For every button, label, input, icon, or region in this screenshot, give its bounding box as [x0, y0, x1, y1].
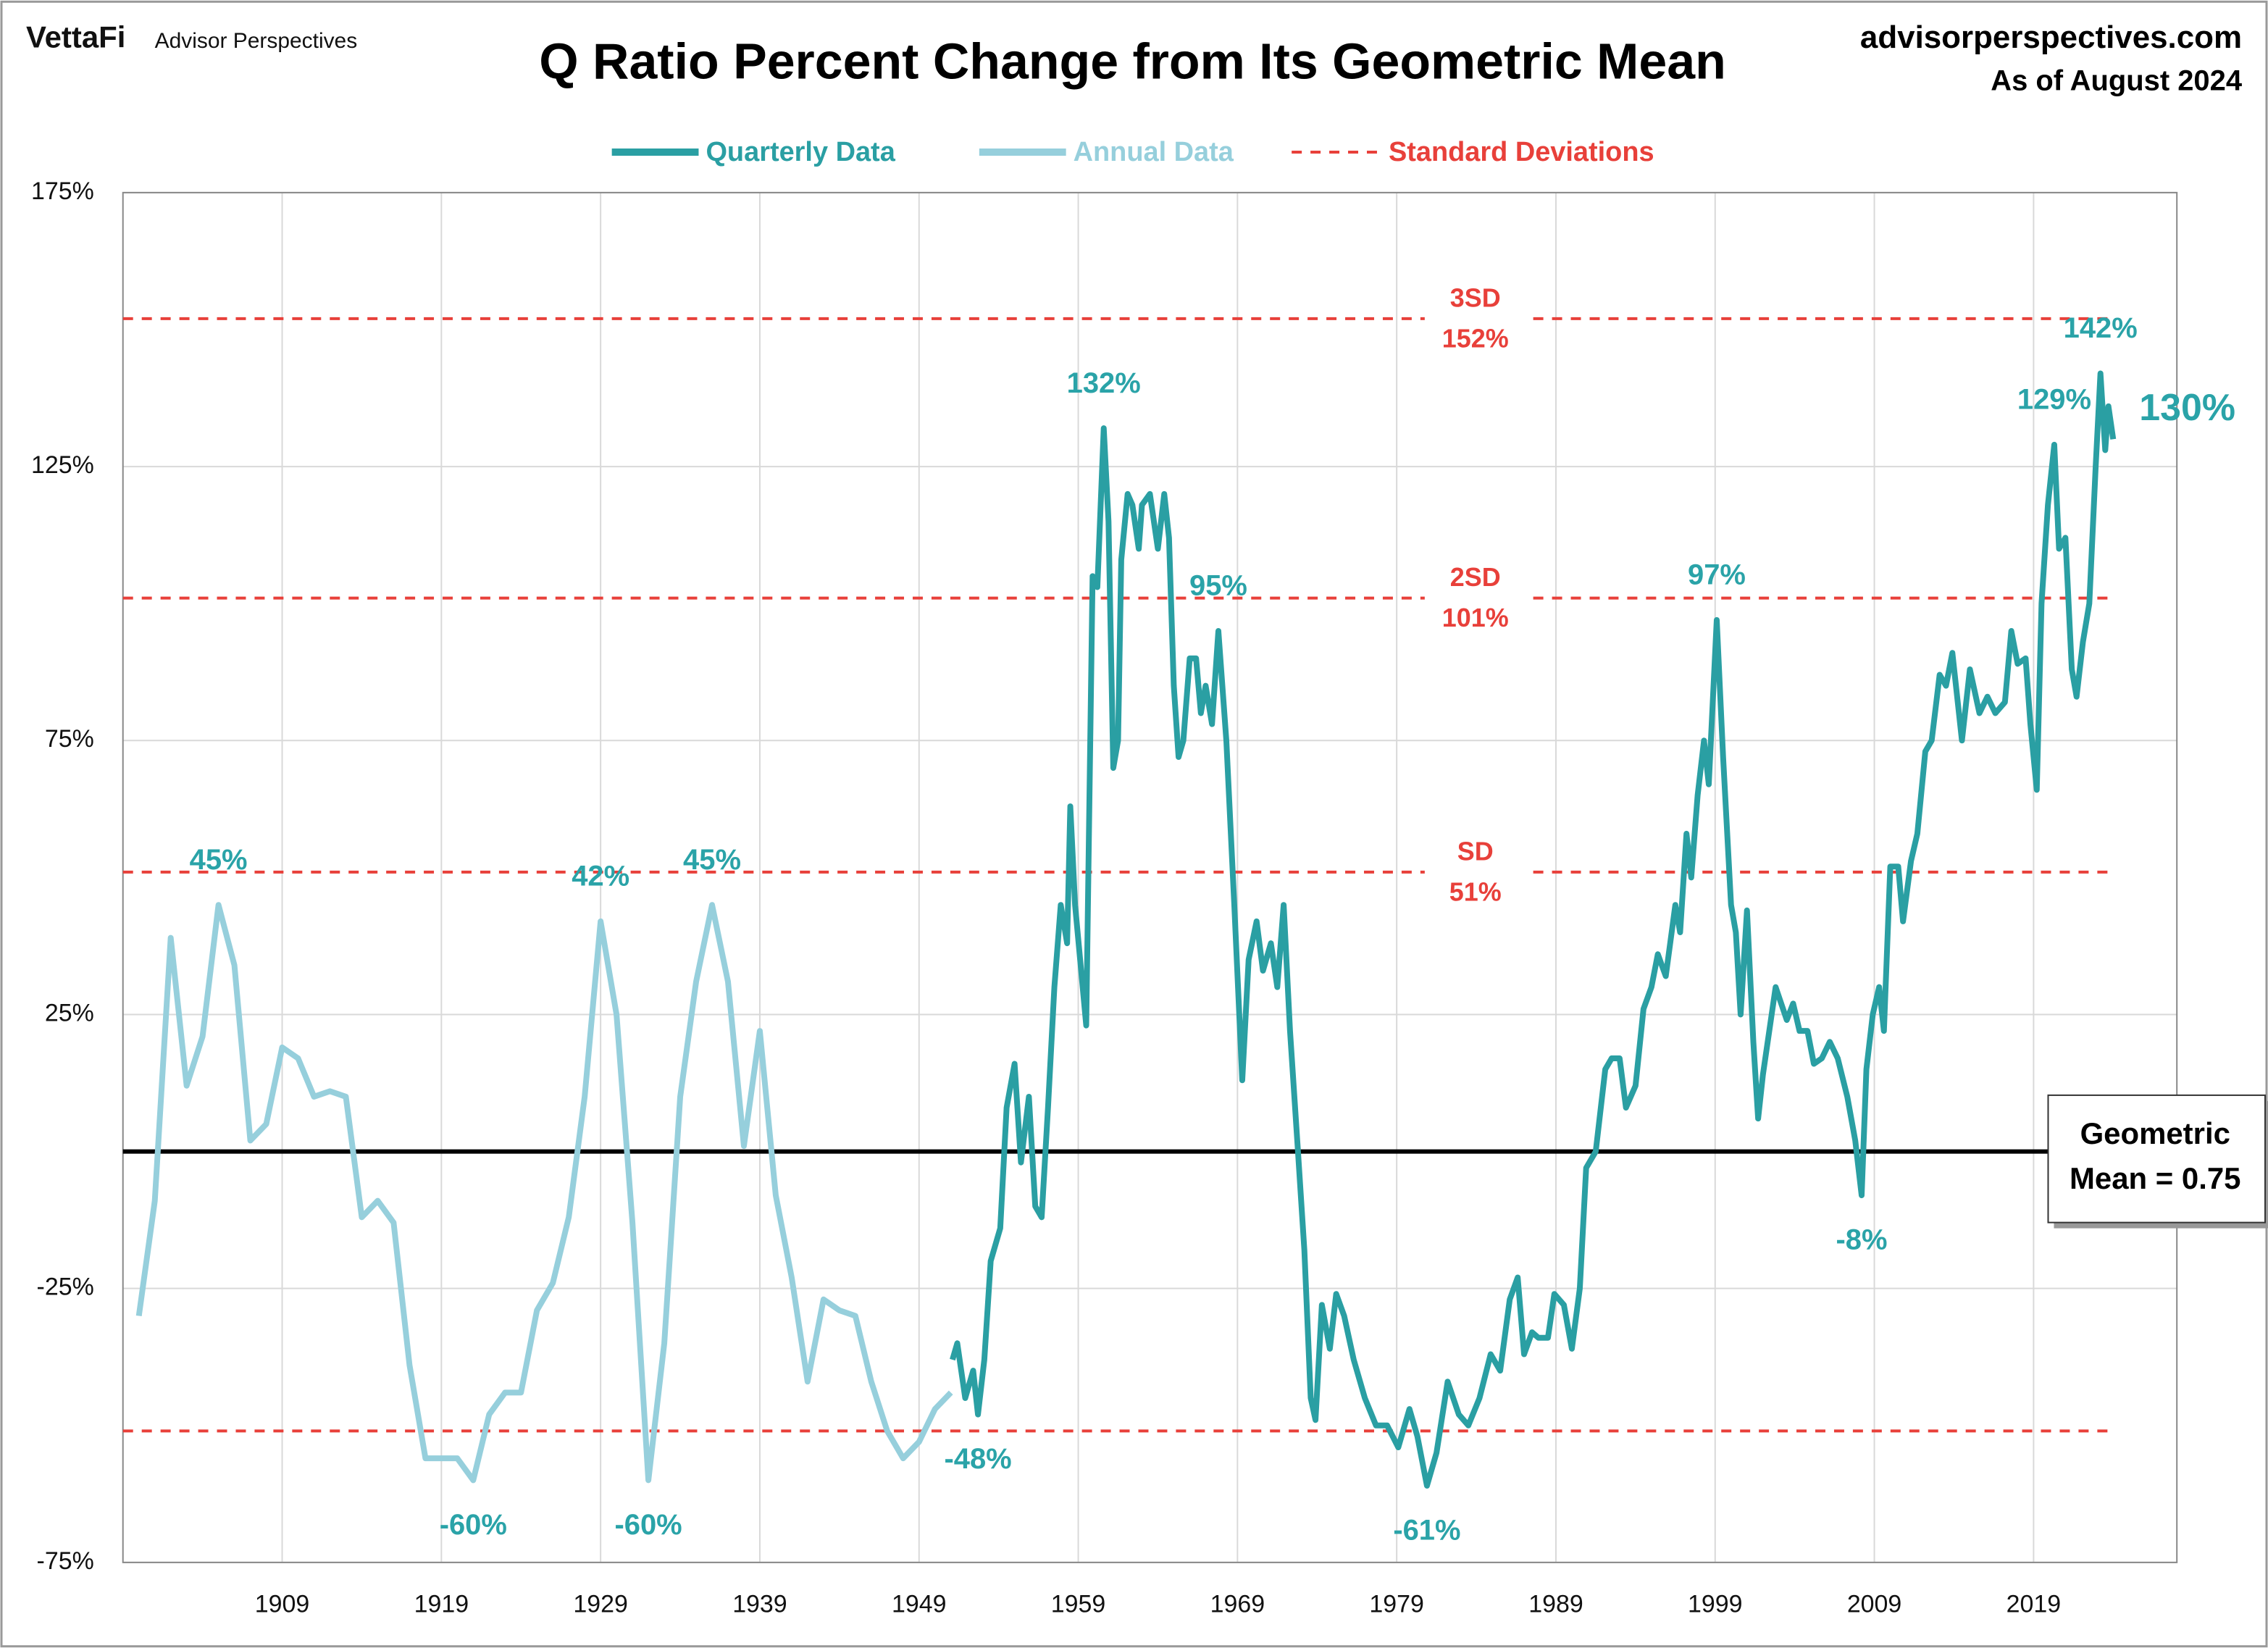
- x-tick-label: 2009: [1847, 1591, 1902, 1618]
- y-tick-label: 75%: [45, 725, 94, 753]
- annotation: 97%: [1688, 559, 1746, 591]
- legend-label: Annual Data: [1074, 137, 1234, 167]
- sd-value-label: 101%: [1442, 603, 1509, 632]
- x-tick-label: 2019: [2007, 1591, 2062, 1618]
- annotation: 42%: [572, 861, 629, 892]
- x-tick-label: 1959: [1051, 1591, 1106, 1618]
- sd-label: 3SD: [1450, 283, 1501, 312]
- date: As of August 2024: [1991, 65, 2242, 97]
- logo: VettaFi: [26, 20, 125, 54]
- annotation: 132%: [1067, 367, 1141, 399]
- y-tick-label: 125%: [31, 451, 94, 479]
- annotation: 142%: [2064, 312, 2138, 344]
- series-line: [135, 902, 953, 1484]
- annotation: -8%: [1836, 1224, 1887, 1256]
- sd-value-label: 51%: [1449, 877, 1502, 906]
- mean-label: Geometric: [2080, 1116, 2230, 1150]
- x-tick-label: 1969: [1210, 1591, 1265, 1618]
- brand: Advisor Perspectives: [155, 29, 358, 53]
- mean-box: [2047, 1094, 2267, 1224]
- annotation: 129%: [2017, 383, 2091, 415]
- annotation: 130%: [2139, 387, 2235, 429]
- sd-label-bg: [1424, 834, 1526, 910]
- y-tick-label: 25%: [45, 999, 94, 1026]
- sd-label-bg: [1424, 280, 1526, 356]
- annotation: -60%: [440, 1509, 507, 1541]
- sd-value-label: 152%: [1442, 323, 1509, 353]
- series-line: [950, 370, 2117, 1489]
- annotation: 95%: [1189, 570, 1247, 602]
- sd-label: 2SD: [1450, 562, 1501, 592]
- y-tick-label: -25%: [37, 1273, 94, 1301]
- x-tick-label: 1949: [892, 1591, 947, 1618]
- annotation: 45%: [683, 844, 741, 876]
- annotation: -48%: [944, 1443, 1011, 1475]
- x-tick-label: 1929: [573, 1591, 628, 1618]
- sd-label-bg: [1424, 560, 1526, 636]
- y-tick-label: -75%: [37, 1547, 94, 1575]
- x-tick-label: 1919: [414, 1591, 469, 1618]
- x-tick-label: 1979: [1369, 1591, 1424, 1618]
- plot-border: [122, 191, 2178, 1563]
- x-tick-label: 1999: [1688, 1591, 1743, 1618]
- annotation: -60%: [614, 1509, 682, 1541]
- x-tick-label: 1989: [1528, 1591, 1583, 1618]
- chart-title: Q Ratio Percent Change from Its Geometri…: [539, 33, 1726, 90]
- legend-label: Quarterly Data: [706, 137, 895, 167]
- legend-label: Standard Deviations: [1389, 137, 1654, 167]
- x-tick-label: 1939: [732, 1591, 787, 1618]
- x-tick-label: 1909: [255, 1591, 310, 1618]
- mean-label: Mean = 0.75: [2070, 1161, 2241, 1195]
- y-tick-label: 175%: [31, 177, 94, 205]
- annotation: -61%: [1393, 1514, 1460, 1546]
- sd-label: SD: [1457, 836, 1494, 866]
- annotation: 45%: [190, 844, 248, 876]
- site: advisorperspectives.com: [1860, 20, 2242, 55]
